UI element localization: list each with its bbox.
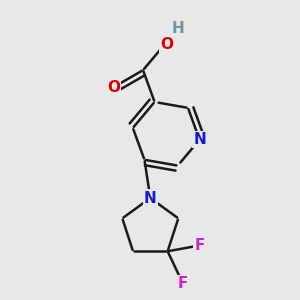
- Text: N: N: [144, 190, 157, 206]
- Text: F: F: [178, 276, 188, 291]
- Text: F: F: [195, 238, 205, 253]
- Text: O: O: [107, 80, 120, 94]
- Text: O: O: [160, 37, 173, 52]
- Text: N: N: [193, 132, 206, 147]
- Text: H: H: [172, 21, 184, 36]
